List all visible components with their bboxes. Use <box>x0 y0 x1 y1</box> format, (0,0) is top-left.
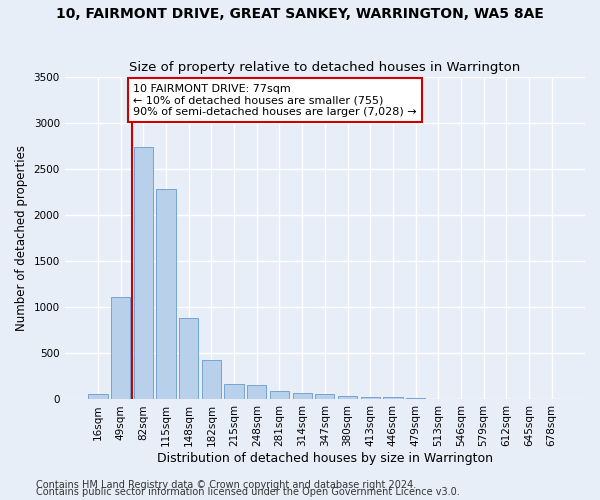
Bar <box>406 398 425 400</box>
Bar <box>315 394 334 400</box>
Bar <box>338 396 357 400</box>
Title: Size of property relative to detached houses in Warrington: Size of property relative to detached ho… <box>129 62 520 74</box>
Bar <box>428 398 448 400</box>
Bar <box>157 189 176 400</box>
Bar <box>134 147 153 400</box>
Bar <box>224 384 244 400</box>
Bar <box>270 391 289 400</box>
Bar <box>202 360 221 400</box>
Bar <box>88 394 107 400</box>
Text: Contains public sector information licensed under the Open Government Licence v3: Contains public sector information licen… <box>36 487 460 497</box>
Text: Contains HM Land Registry data © Crown copyright and database right 2024.: Contains HM Land Registry data © Crown c… <box>36 480 416 490</box>
Bar <box>111 297 130 400</box>
Bar <box>451 398 470 400</box>
Y-axis label: Number of detached properties: Number of detached properties <box>15 146 28 332</box>
Text: 10, FAIRMONT DRIVE, GREAT SANKEY, WARRINGTON, WA5 8AE: 10, FAIRMONT DRIVE, GREAT SANKEY, WARRIN… <box>56 8 544 22</box>
Bar <box>179 318 199 400</box>
X-axis label: Distribution of detached houses by size in Warrington: Distribution of detached houses by size … <box>157 452 493 465</box>
Bar <box>361 396 380 400</box>
Bar <box>293 394 312 400</box>
Text: 10 FAIRMONT DRIVE: 77sqm
← 10% of detached houses are smaller (755)
90% of semi-: 10 FAIRMONT DRIVE: 77sqm ← 10% of detach… <box>133 84 417 116</box>
Bar <box>383 397 403 400</box>
Bar <box>247 384 266 400</box>
